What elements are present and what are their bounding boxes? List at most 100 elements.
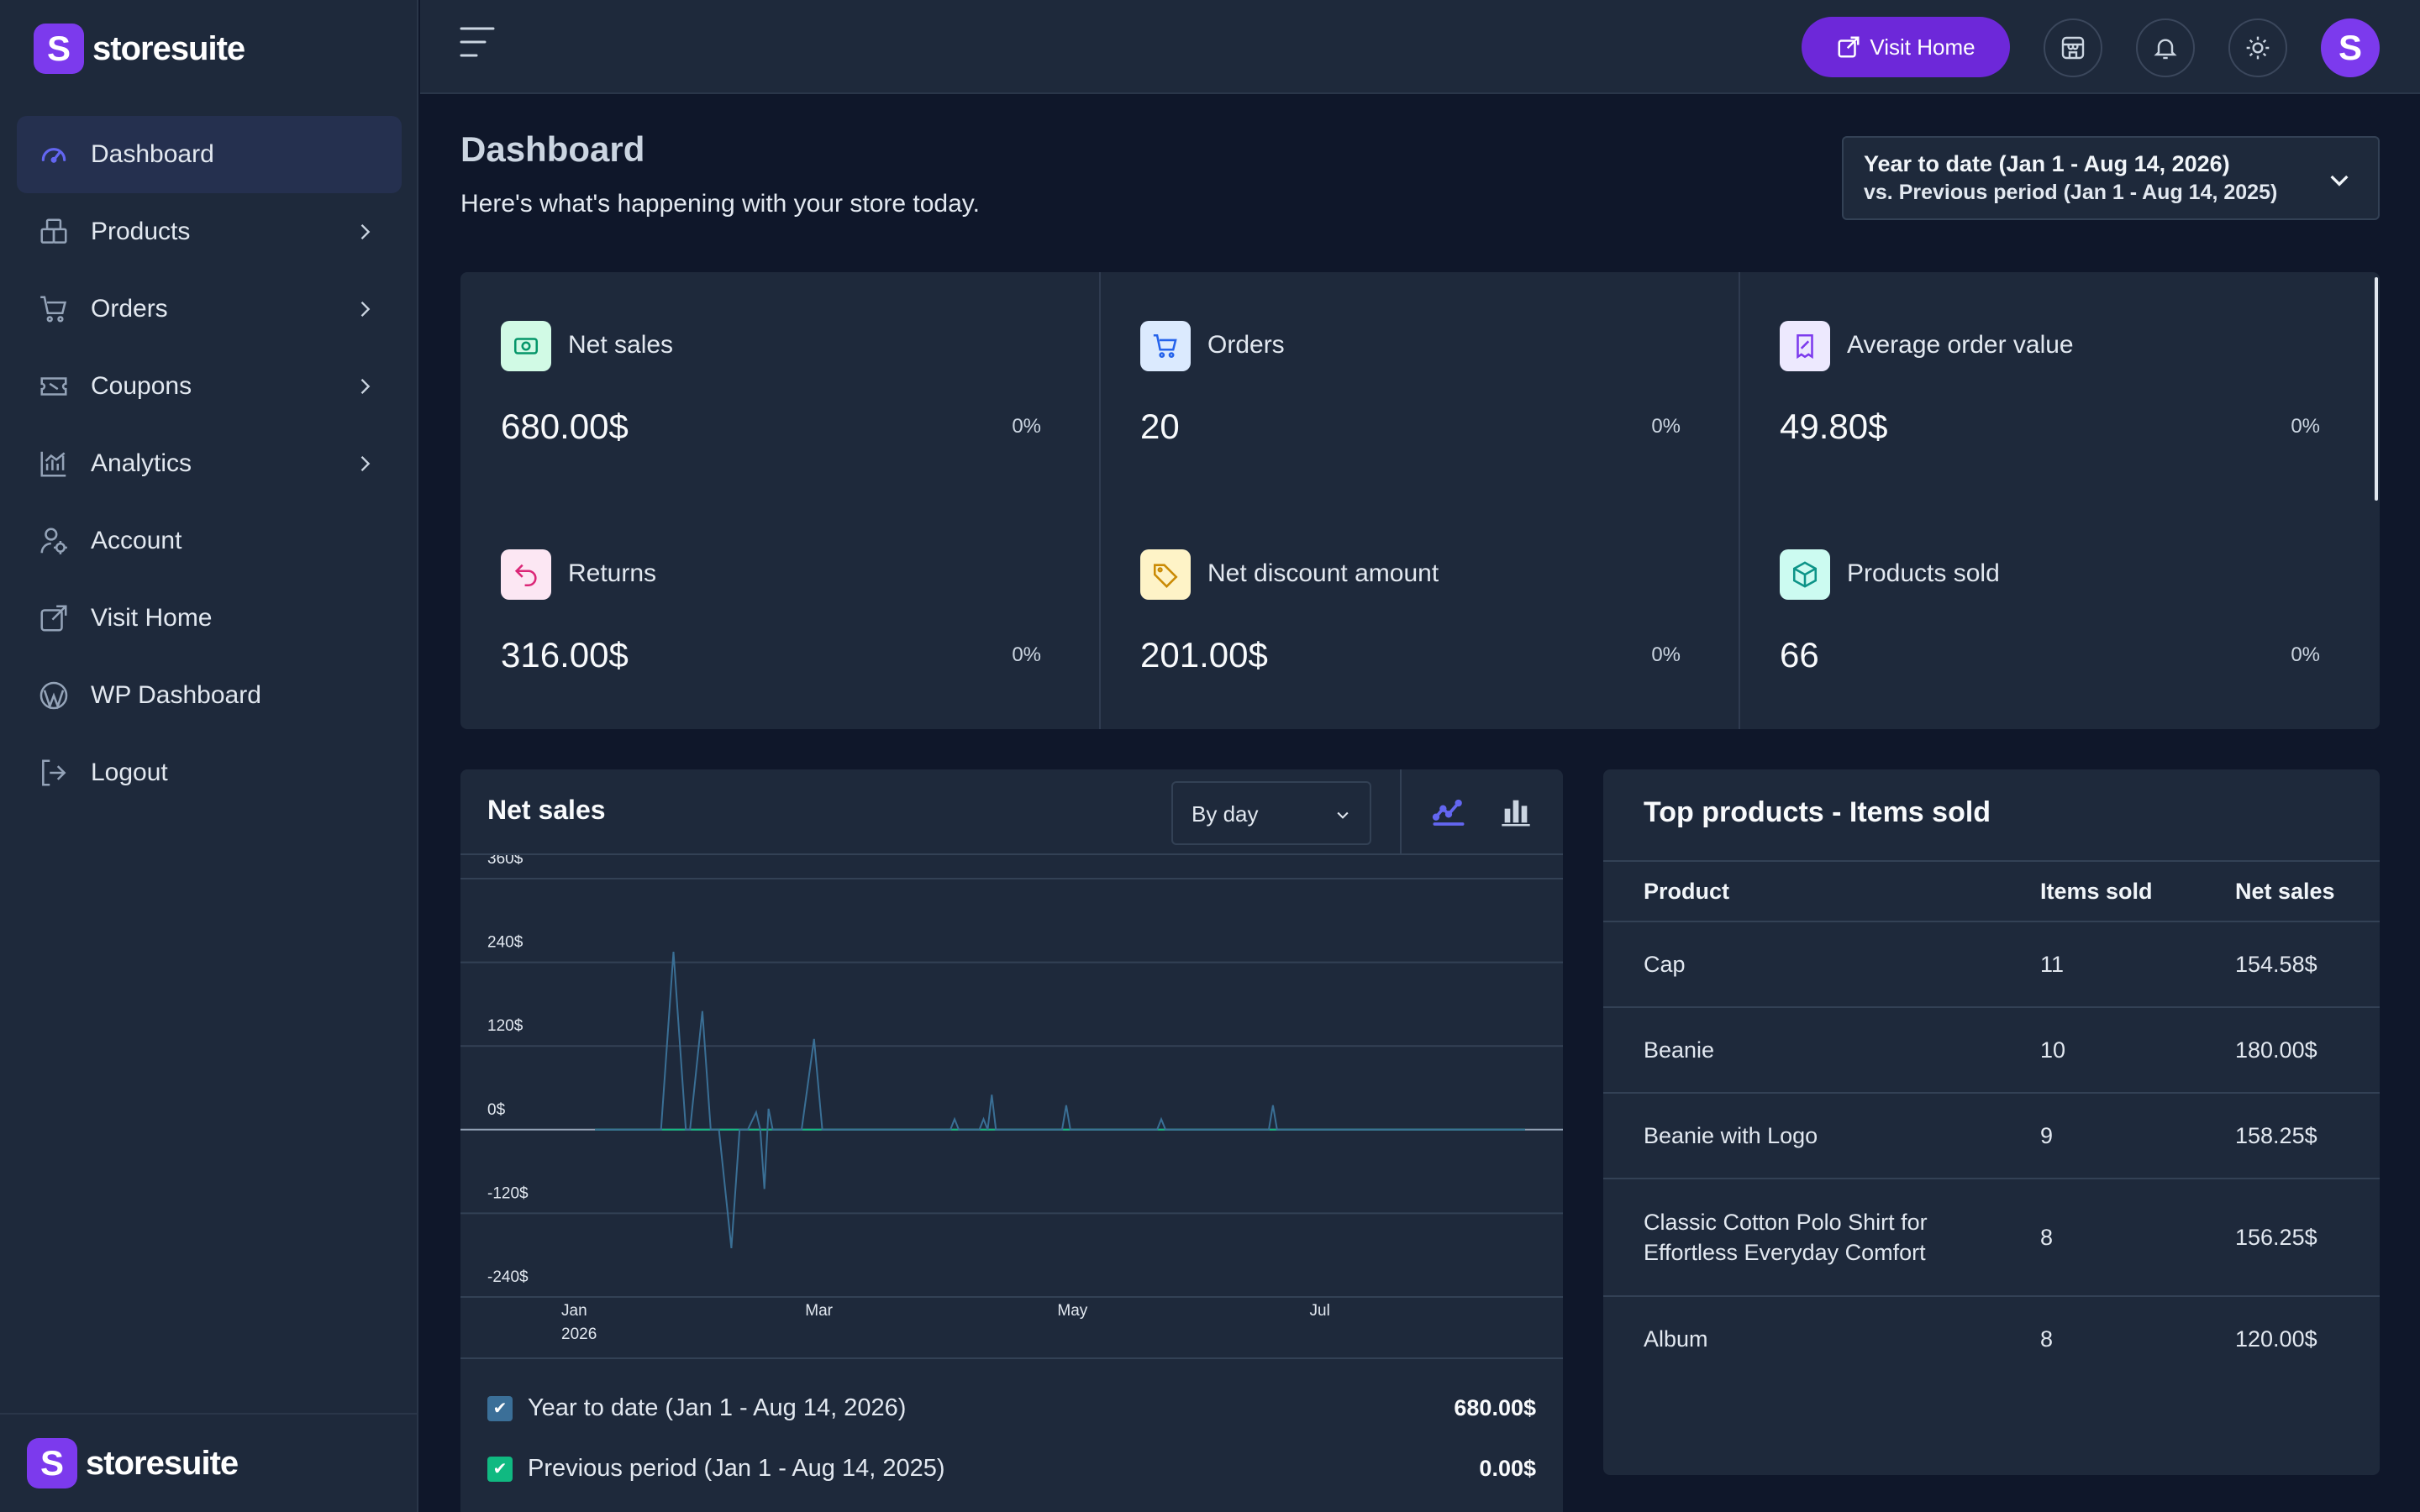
table-row[interactable]: Album 8 120.00$: [1603, 1296, 2380, 1380]
table-row[interactable]: Beanie 10 180.00$: [1603, 1007, 2380, 1094]
stat-change: 0%: [1651, 415, 1681, 438]
sidebar-item-coupons[interactable]: Coupons: [17, 348, 402, 425]
stat-value: 680.00$: [501, 407, 629, 446]
sidebar-footer: S storesuite: [0, 1413, 418, 1512]
sidebar-item-logout[interactable]: Logout: [17, 734, 402, 811]
visit-home-button[interactable]: Visit Home: [1802, 17, 2010, 77]
cart-icon: [1140, 321, 1191, 371]
net-sales: 180.00$: [2235, 1007, 2380, 1094]
chevron-right-icon: [360, 379, 371, 394]
column-header: Product: [1603, 860, 2040, 922]
user-avatar[interactable]: S: [2321, 18, 2380, 77]
line-chart-icon[interactable]: [1432, 795, 1465, 828]
sidebar-item-account[interactable]: Account: [17, 502, 402, 580]
date-range-primary: Year to date (Jan 1 - Aug 14, 2026): [1864, 151, 2230, 176]
x-tick-label: May: [1057, 1302, 1087, 1320]
stat-average-order-value[interactable]: Average order value 49.80$ 0%: [1739, 272, 2379, 501]
table-row[interactable]: Classic Cotton Polo Shirt for Effortless…: [1603, 1179, 2380, 1297]
items-sold: 8: [2040, 1179, 2235, 1297]
bar-chart-icon[interactable]: [1499, 795, 1533, 828]
stat-value: 20: [1140, 407, 1180, 446]
stat-label: Net sales: [568, 331, 674, 359]
legend-label: Year to date (Jan 1 - Aug 14, 2026): [528, 1394, 907, 1421]
sidebar-item-label: Coupons: [91, 372, 192, 400]
stat-orders[interactable]: Orders 20 0%: [1100, 272, 1739, 501]
sidebar-item-label: Dashboard: [91, 140, 214, 168]
sun-icon: [2246, 36, 2270, 60]
net-sales: 120.00$: [2235, 1326, 2317, 1352]
table-row[interactable]: Cap 11 154.58$: [1603, 921, 2380, 1008]
ticket-icon: [37, 370, 71, 403]
sidebar-item-products[interactable]: Products: [17, 193, 402, 270]
table-row[interactable]: Beanie with Logo 9 158.25$: [1603, 1093, 2380, 1179]
legend-item-current[interactable]: ✔ Year to date (Jan 1 - Aug 14, 2026) 68…: [487, 1394, 1536, 1422]
stat-value: 201.00$: [1140, 635, 1268, 675]
stat-label: Net discount amount: [1207, 559, 1439, 587]
card-title: Top products - Items sold: [1644, 796, 1991, 828]
stat-change: 0%: [2291, 415, 2320, 438]
product-name: Album: [1644, 1326, 1708, 1352]
sidebar-item-orders[interactable]: Orders: [17, 270, 402, 348]
store-button[interactable]: [2044, 18, 2102, 77]
stat-value: 49.80$: [1780, 407, 1888, 446]
stat-value: 316.00$: [501, 635, 629, 675]
money-icon: [501, 321, 551, 371]
stat-net-sales[interactable]: Net sales 680.00$ 0%: [460, 272, 1100, 501]
y-tick-label: -240$: [487, 1268, 529, 1286]
theme-toggle-button[interactable]: [2228, 18, 2287, 77]
stat-value: 66: [1780, 635, 1819, 675]
page-subtitle: Here's what's happening with your store …: [460, 190, 980, 218]
notifications-button[interactable]: [2136, 18, 2195, 77]
stats-panel: Net sales 680.00$ 0% Orders 20 0% Averag…: [460, 272, 2380, 729]
sidebar: S storesuite Dashboard Products Orders: [0, 0, 418, 1512]
wordpress-icon: [37, 679, 71, 712]
stat-products-sold[interactable]: Products sold 66 0%: [1739, 501, 2379, 729]
chevron-right-icon: [360, 302, 371, 317]
store-icon: [2061, 36, 2085, 60]
chart-icon: [37, 447, 71, 480]
chevron-down-icon: [1337, 811, 1349, 819]
sidebar-item-dashboard[interactable]: Dashboard: [17, 116, 402, 193]
series-line: [595, 952, 1525, 1249]
sidebar-item-label: Logout: [91, 759, 168, 786]
user-gear-icon: [37, 524, 71, 558]
checkbox-icon[interactable]: ✔: [487, 1395, 513, 1421]
net-sales: 158.25$: [2235, 1093, 2380, 1179]
x-tick-label: Jan: [561, 1302, 587, 1320]
y-tick-label: 360$: [487, 855, 523, 868]
legend-item-previous[interactable]: ✔ Previous period (Jan 1 - Aug 14, 2025)…: [487, 1455, 1536, 1483]
sidebar-item-label: Analytics: [91, 449, 192, 477]
sidebar-nav: Dashboard Products Orders Coupons: [17, 116, 402, 811]
sidebar-item-visit-home[interactable]: Visit Home: [17, 580, 402, 657]
sidebar-item-analytics[interactable]: Analytics: [17, 425, 402, 502]
sidebar-item-label: WP Dashboard: [91, 681, 261, 709]
sidebar-item-label: Account: [91, 527, 182, 554]
menu-toggle-icon[interactable]: [459, 25, 496, 59]
sidebar-item-wp-dashboard[interactable]: WP Dashboard: [17, 657, 402, 734]
topbar: [420, 0, 2420, 94]
x-tick-label: Jul: [1310, 1302, 1330, 1320]
date-range-select[interactable]: Year to date (Jan 1 - Aug 14, 2026) vs. …: [1842, 136, 2380, 220]
box-icon: [37, 215, 71, 249]
items-sold: 8: [2040, 1326, 2054, 1352]
external-link-icon: [37, 601, 71, 635]
cart-icon: [37, 292, 71, 326]
app-logo[interactable]: S storesuite: [34, 24, 245, 74]
items-sold: 9: [2040, 1093, 2235, 1179]
interval-select[interactable]: By day: [1171, 781, 1371, 845]
stat-change: 0%: [1012, 643, 1041, 666]
chevron-down-icon: [2330, 175, 2349, 186]
app-name: storesuite: [92, 29, 245, 67]
stat-returns[interactable]: Returns 316.00$ 0%: [460, 501, 1100, 729]
net-sales: 156.25$: [2235, 1179, 2380, 1297]
sidebar-item-label: Visit Home: [91, 604, 213, 632]
footer-logo[interactable]: S storesuite: [27, 1438, 239, 1488]
stat-net-discount[interactable]: Net discount amount 201.00$ 0%: [1100, 501, 1739, 729]
column-header: Items sold: [2040, 860, 2235, 922]
items-sold: 10: [2040, 1007, 2235, 1094]
legend-value: 0.00$: [1479, 1456, 1536, 1481]
checkbox-icon[interactable]: ✔: [487, 1456, 513, 1482]
interval-select-value: By day: [1192, 801, 1259, 827]
net-sales-chart: 360$ 240$ 120$ 0$ -120$ -240$ Jan Mar May Jul 2026: [460, 855, 1563, 1343]
chart-title: Net sales: [487, 795, 606, 825]
